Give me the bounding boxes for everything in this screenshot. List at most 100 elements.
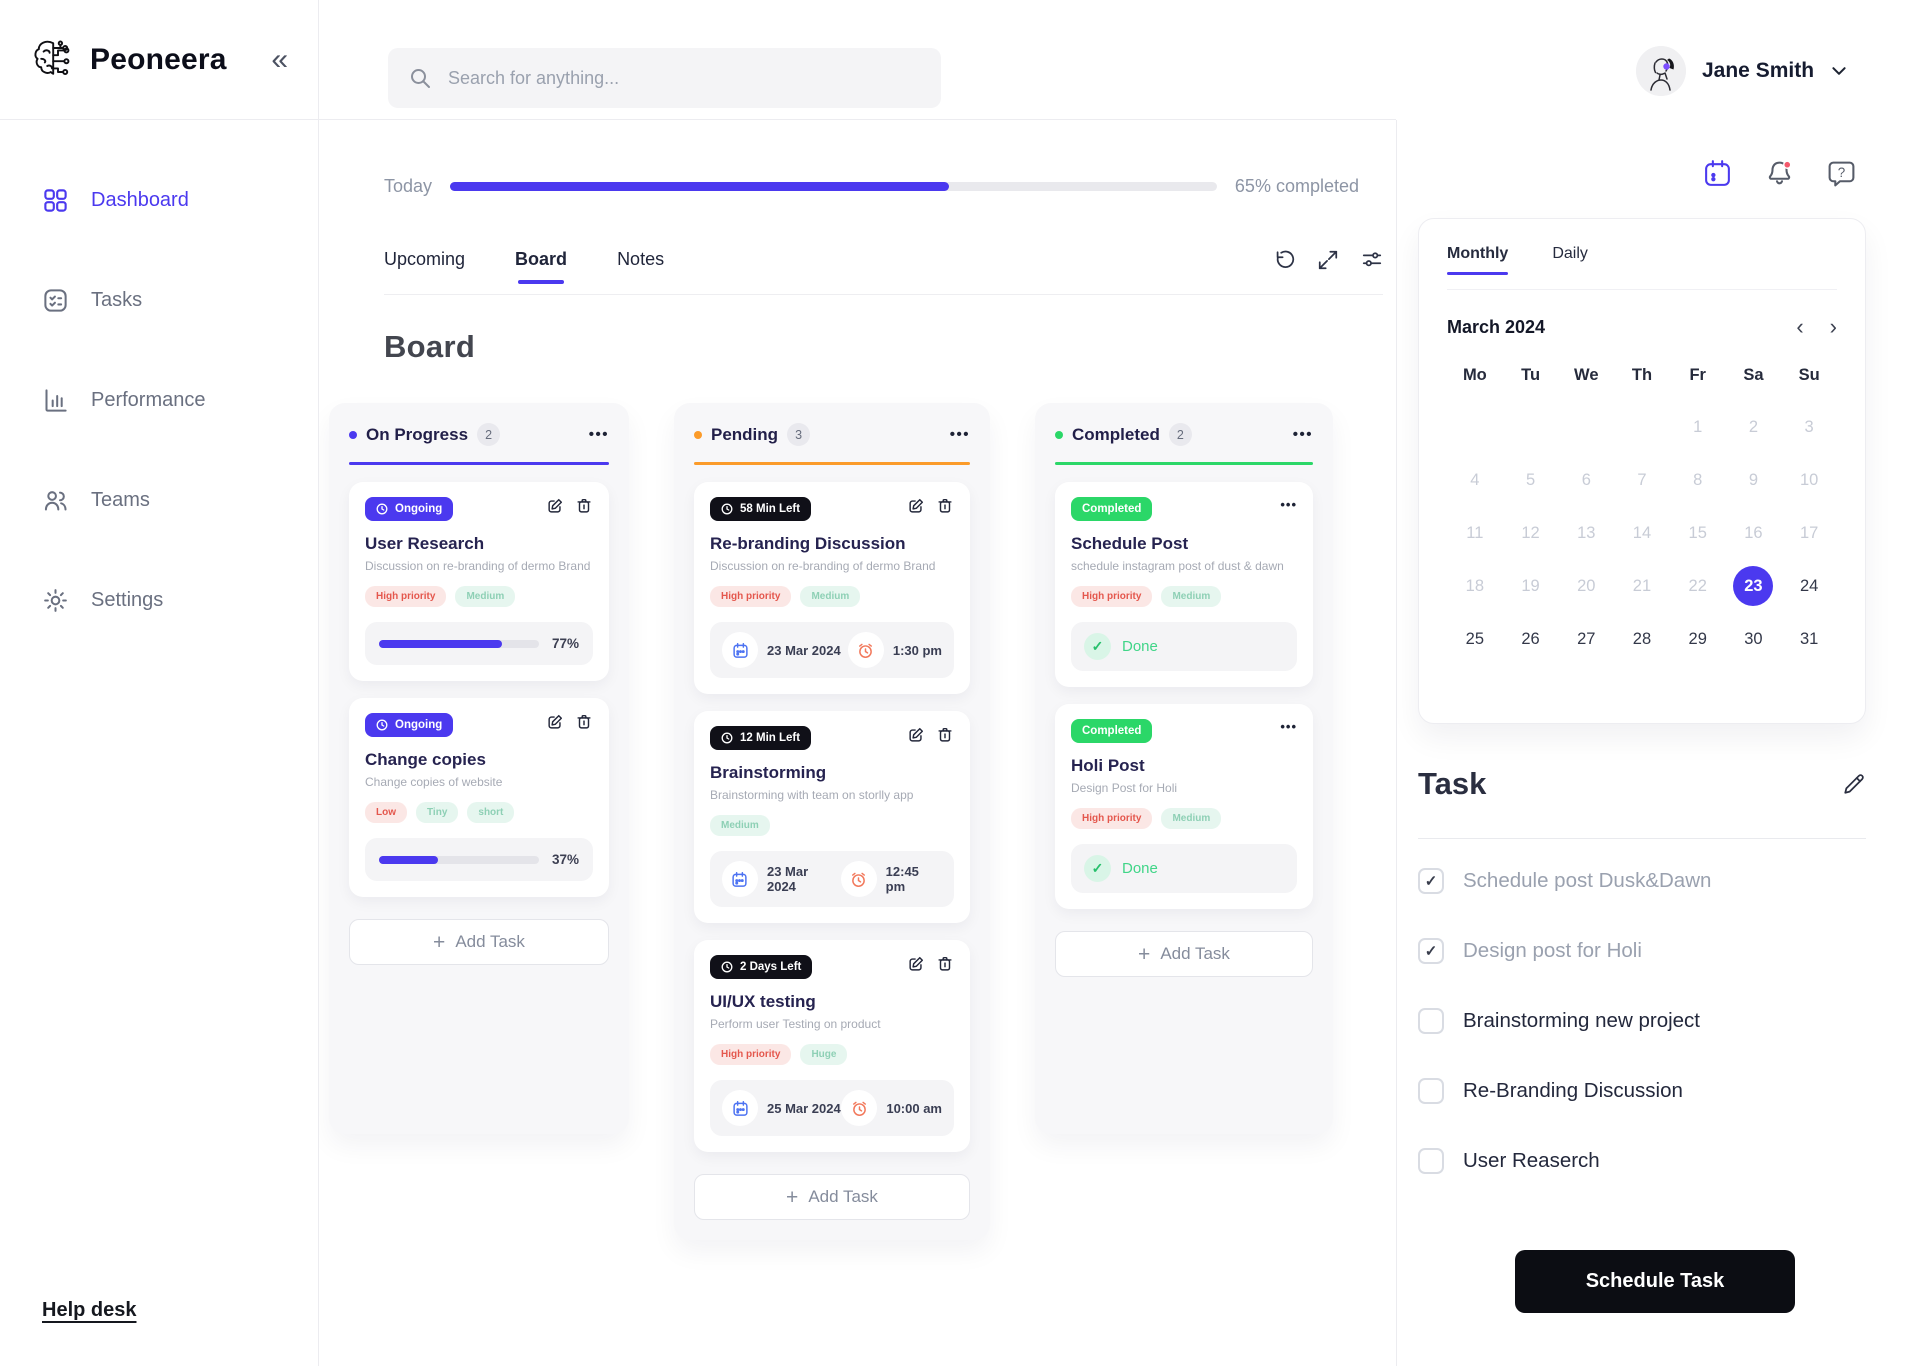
calendar-day[interactable]: 19 [1521, 577, 1540, 595]
card-progress: 77% [365, 622, 593, 665]
column-menu-icon[interactable]: ••• [588, 426, 609, 443]
edit-icon[interactable] [546, 497, 564, 515]
expand-icon[interactable] [1317, 249, 1339, 271]
calendar-day[interactable]: 10 [1799, 471, 1819, 489]
checkbox-unchecked[interactable] [1418, 1148, 1444, 1174]
delete-icon[interactable] [575, 497, 593, 515]
calendar-day[interactable]: 12 [1521, 524, 1540, 542]
checkbox-unchecked[interactable] [1418, 1008, 1444, 1034]
sidebar-collapse-icon[interactable]: « [271, 42, 288, 76]
card-menu-icon[interactable]: ••• [1280, 497, 1297, 512]
tab-upcoming[interactable]: Upcoming [384, 249, 465, 284]
task-card-brainstorming[interactable]: 12 Min Left Brainstorming Brainstorm [694, 711, 970, 923]
search-bar[interactable] [388, 48, 941, 108]
calendar-day-selected[interactable]: 23 [1733, 566, 1774, 606]
add-task-button[interactable]: + Add Task [1055, 931, 1313, 977]
notification-bell-icon[interactable] [1764, 158, 1795, 189]
edit-pencil-icon[interactable] [1842, 772, 1866, 796]
calendar-day[interactable]: 29 [1688, 630, 1707, 648]
task-card-rebranding-discussion[interactable]: 58 Min Left Re-branding Discussion D [694, 482, 970, 694]
refresh-icon[interactable] [1273, 249, 1295, 271]
card-tags: Medium [710, 815, 954, 836]
sidebar-item-dashboard[interactable]: Dashboard [42, 178, 318, 222]
calendar-day[interactable]: 21 [1632, 577, 1652, 595]
calendar-day[interactable]: 18 [1465, 577, 1485, 595]
column-menu-icon[interactable]: ••• [949, 426, 970, 443]
task-item-design-post[interactable]: ✓ Design post for Holi [1418, 938, 1866, 964]
prev-month-icon[interactable]: ‹ [1796, 314, 1804, 339]
schedule-task-button[interactable]: Schedule Task [1515, 1250, 1795, 1313]
next-month-icon[interactable]: › [1829, 314, 1837, 339]
checkbox-checked[interactable]: ✓ [1418, 938, 1444, 964]
calendar-day[interactable]: 22 [1688, 577, 1707, 595]
task-card-uiux-testing[interactable]: 2 Days Left UI/UX testing Perform us [694, 940, 970, 1152]
calendar-day[interactable]: 28 [1632, 630, 1652, 648]
calendar-day[interactable]: 25 [1465, 630, 1485, 648]
help-desk-link[interactable]: Help desk [42, 1299, 137, 1321]
calendar-day[interactable]: 1 [1693, 418, 1703, 436]
tab-daily[interactable]: Daily [1552, 245, 1588, 262]
tab-board[interactable]: Board [515, 249, 567, 284]
search-input[interactable] [448, 67, 921, 89]
calendar-day[interactable]: 24 [1799, 577, 1819, 595]
calendar-day[interactable]: 15 [1688, 524, 1707, 542]
calendar-day[interactable]: 4 [1470, 471, 1480, 489]
tab-monthly[interactable]: Monthly [1447, 245, 1509, 275]
checkbox-checked[interactable]: ✓ [1418, 868, 1444, 894]
today-progress-row: Today 65% completed [384, 176, 1383, 197]
sidebar-item-performance[interactable]: Performance [42, 378, 318, 422]
task-card-schedule-post[interactable]: Completed ••• Schedule Post schedule ins… [1055, 482, 1313, 687]
calendar-day[interactable]: 16 [1744, 524, 1763, 542]
edit-icon[interactable] [907, 955, 925, 973]
tab-notes[interactable]: Notes [617, 249, 664, 284]
calendar-day[interactable]: 6 [1581, 471, 1591, 489]
card-menu-icon[interactable]: ••• [1280, 719, 1297, 734]
edit-icon[interactable] [907, 497, 925, 515]
task-card-user-research[interactable]: Ongoing User Research Discussion on [349, 482, 609, 681]
task-item-schedule-post[interactable]: ✓ Schedule post Dusk&Dawn [1418, 868, 1866, 894]
calendar-day[interactable]: 13 [1577, 524, 1596, 542]
column-menu-icon[interactable]: ••• [1292, 426, 1313, 443]
calendar-day[interactable]: 30 [1744, 630, 1763, 648]
filter-sliders-icon[interactable] [1361, 249, 1383, 271]
calendar-day[interactable]: 2 [1748, 418, 1759, 436]
help-icon[interactable]: ? [1826, 158, 1857, 189]
delete-icon[interactable] [575, 713, 593, 731]
calendar-day[interactable]: 27 [1577, 630, 1596, 648]
calendar-day[interactable]: 9 [1748, 471, 1759, 489]
calendar-day[interactable]: 11 [1466, 524, 1484, 542]
delete-icon[interactable] [936, 955, 954, 973]
checkbox-unchecked[interactable] [1418, 1078, 1444, 1104]
search-icon [408, 66, 432, 90]
task-item-brainstorming[interactable]: Brainstorming new project [1418, 1008, 1866, 1034]
task-card-holi-post[interactable]: Completed ••• Holi Post Design Post for … [1055, 704, 1313, 909]
edit-icon[interactable] [907, 726, 925, 744]
calendar-day[interactable]: 8 [1693, 471, 1703, 489]
calendar-day[interactable]: 26 [1521, 630, 1540, 648]
add-task-button[interactable]: + Add Task [349, 919, 609, 965]
sidebar-item-settings[interactable]: Settings [42, 578, 318, 622]
calendar-day [1511, 407, 1551, 447]
calendar-day[interactable]: 31 [1799, 630, 1819, 648]
calendar-icon[interactable] [1702, 158, 1733, 189]
calendar-day[interactable]: 14 [1632, 524, 1652, 542]
sidebar-item-teams[interactable]: Teams [42, 478, 318, 522]
task-section-divider [1418, 838, 1866, 839]
plus-icon: + [1138, 942, 1151, 966]
time-left-badge: 2 Days Left [710, 955, 813, 979]
calendar-day[interactable]: 7 [1637, 471, 1647, 489]
calendar-day[interactable]: 5 [1525, 471, 1536, 489]
task-item-rebranding[interactable]: Re-Branding Discussion [1418, 1078, 1866, 1104]
sidebar-item-tasks[interactable]: Tasks [42, 278, 318, 322]
add-task-button[interactable]: + Add Task [694, 1174, 970, 1220]
due-time-text: 12:45 pm [885, 864, 919, 894]
delete-icon[interactable] [936, 497, 954, 515]
delete-icon[interactable] [936, 726, 954, 744]
task-item-user-research[interactable]: User Reaserch [1418, 1148, 1866, 1174]
user-menu[interactable]: Jane Smith [1636, 46, 1848, 96]
calendar-day[interactable]: 17 [1799, 524, 1819, 542]
task-card-change-copies[interactable]: Ongoing Change copies Change copies [349, 698, 609, 897]
calendar-day[interactable]: 3 [1804, 418, 1814, 436]
edit-icon[interactable] [546, 713, 564, 731]
calendar-day[interactable]: 20 [1577, 577, 1596, 595]
